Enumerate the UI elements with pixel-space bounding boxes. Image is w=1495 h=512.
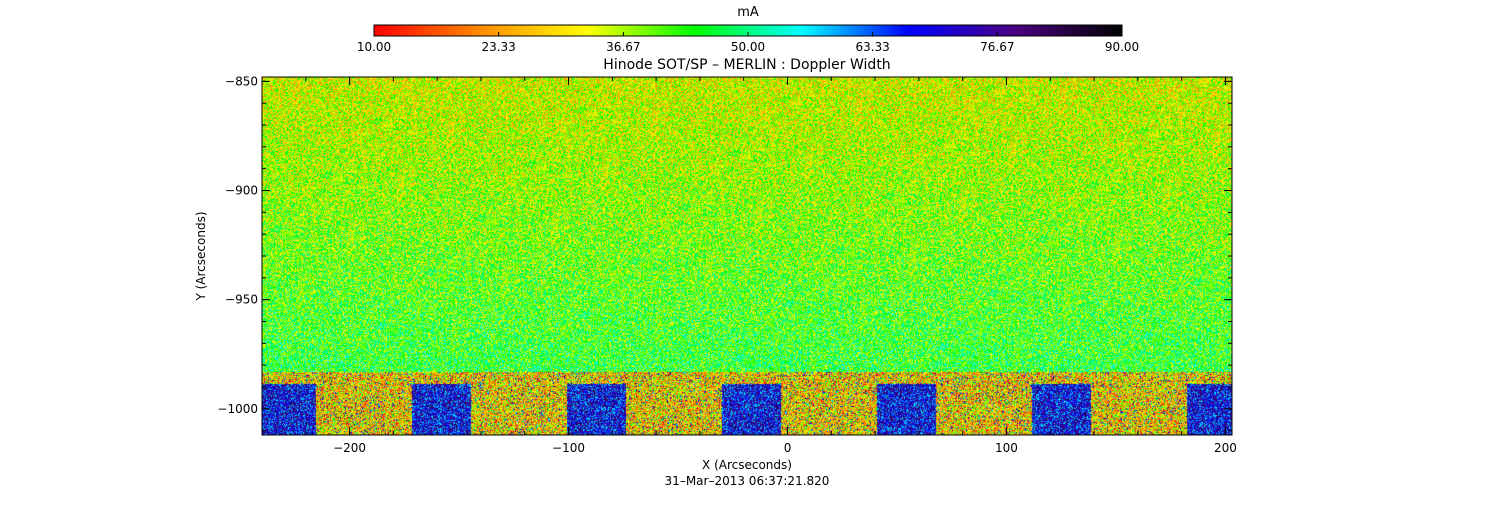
colorbar-label: mA bbox=[737, 5, 759, 20]
y-tick-label: −1000 bbox=[217, 402, 258, 416]
x-tick-label: −100 bbox=[552, 441, 585, 455]
x-axis-label: X (Arcseconds) bbox=[702, 458, 792, 472]
footer-timestamp: 31–Mar–2013 06:37:21.820 bbox=[665, 474, 830, 488]
colorbar-tick-label: 50.00 bbox=[731, 40, 765, 54]
y-axis-label: Y (Arcseconds) bbox=[194, 211, 208, 301]
colorbar-tick-label: 90.00 bbox=[1105, 40, 1139, 54]
heatmap-image bbox=[262, 77, 1232, 435]
x-tick-label: −200 bbox=[333, 441, 366, 455]
colorbar: mA 10.00 23.33 36.67 50.00 63.33 76.67 90.00 bbox=[357, 5, 1139, 54]
plot-area bbox=[261, 76, 1233, 436]
y-tick-label: −850 bbox=[225, 74, 258, 88]
x-tick-label: 100 bbox=[995, 441, 1018, 455]
y-tick-label: −950 bbox=[225, 293, 258, 307]
heatmap-canvas-holder bbox=[262, 77, 1232, 435]
x-tick-label: 0 bbox=[784, 441, 792, 455]
x-tick-label: 200 bbox=[1214, 441, 1237, 455]
y-axis: −850 −900 −950 −1000 bbox=[217, 74, 1232, 432]
colorbar-tick-label: 23.33 bbox=[481, 40, 515, 54]
colorbar-tick-label: 36.67 bbox=[606, 40, 640, 54]
colorbar-tick-label: 63.33 bbox=[855, 40, 889, 54]
x-axis: −200 −100 0 100 200 bbox=[261, 77, 1237, 455]
colorbar-tick-label: 10.00 bbox=[357, 40, 391, 54]
colorbar-tick-label: 76.67 bbox=[980, 40, 1014, 54]
colorbar-ticks: 10.00 23.33 36.67 50.00 63.33 76.67 90.00 bbox=[357, 32, 1139, 54]
y-tick-label: −900 bbox=[225, 184, 258, 198]
chart-title: Hinode SOT/SP – MERLIN : Doppler Width bbox=[603, 57, 890, 73]
